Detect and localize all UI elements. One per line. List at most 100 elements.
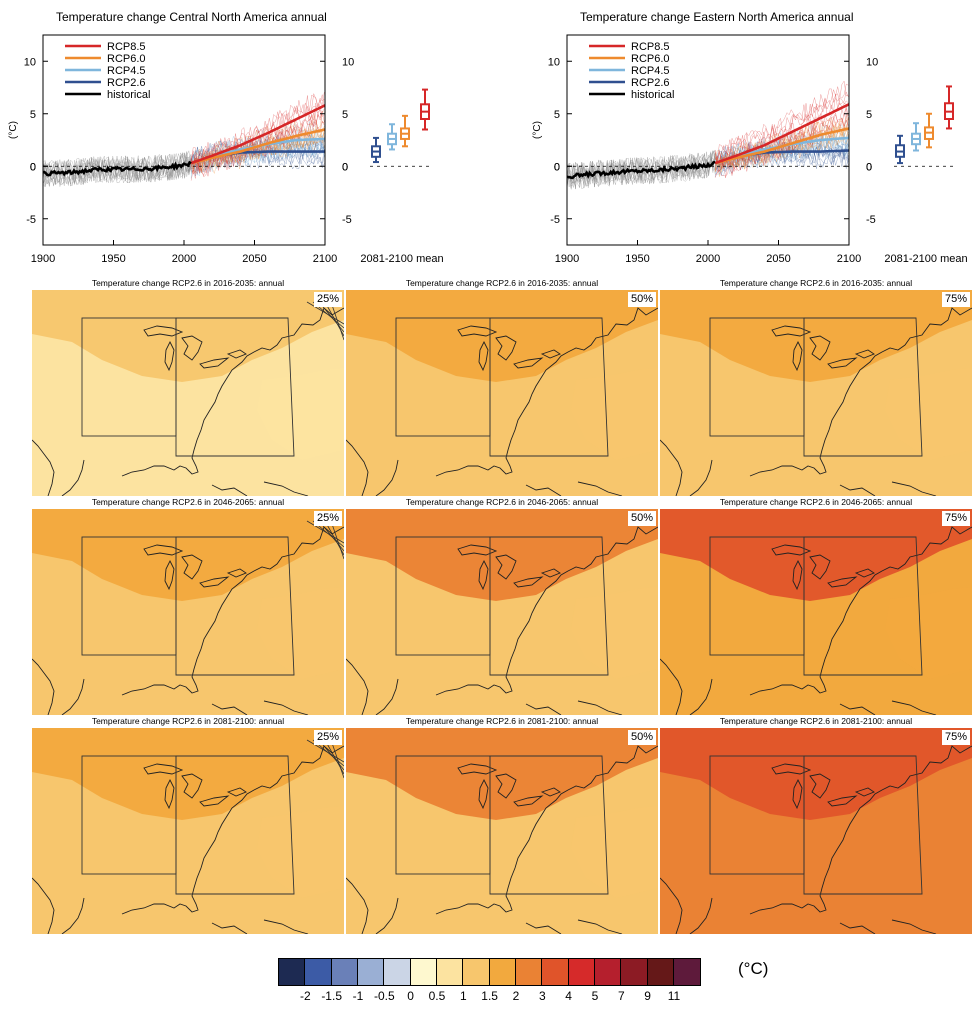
ensemble-member-rcp60	[190, 129, 325, 172]
chart-title: Temperature change Eastern North America…	[580, 10, 854, 24]
lake-outline	[827, 795, 858, 807]
y-tick-label-right: -5	[866, 214, 876, 226]
map-cool-region	[571, 587, 658, 679]
map-heatmap	[32, 728, 344, 934]
map-warm-region	[346, 290, 658, 382]
colorbar: -2 -1.5 -1 -0.5 0 0.5 1 1.5 2 3 4 5 7 9 11 (°C)	[278, 958, 768, 1008]
plot-area	[43, 92, 325, 188]
y-tick-label-right: 0	[342, 161, 348, 173]
ensemble-member-rcp85	[190, 94, 325, 168]
boxplot-rcp85	[420, 88, 430, 131]
coastline	[749, 745, 972, 915]
map-title: Temperature change RCP2.6 in 2016-2035: …	[405, 278, 599, 288]
colorbar-tick-label: -1	[352, 989, 364, 1003]
ensemble-member-rcp26	[190, 138, 325, 167]
region-box-ena	[803, 755, 923, 895]
legend-label: RCP4.5	[107, 65, 146, 77]
percentile-label: 25%	[313, 730, 342, 745]
hatch-line	[330, 520, 344, 560]
ts-panel-central: Temperature change Central North America…	[0, 0, 488, 270]
map-panel: Temperature change RCP2.6 in 2046-2065: …	[32, 497, 344, 715]
lake-outline	[854, 568, 875, 578]
ensemble-member-rcp26	[714, 141, 849, 169]
map-cool-region	[571, 806, 658, 898]
map-warm-region	[346, 728, 658, 820]
colorbar-swatch	[515, 959, 543, 985]
lake-outline	[164, 340, 175, 372]
map-panel: Temperature change RCP2.6 in 2081-2100: …	[346, 716, 658, 934]
series-line-rcp60	[190, 128, 325, 165]
lake-outline	[827, 576, 858, 588]
colorbar-swatch	[410, 959, 437, 985]
y-tick-label: 0	[30, 161, 36, 173]
map-heatmap	[660, 728, 972, 934]
coastline	[346, 658, 369, 715]
historical-member	[43, 153, 192, 187]
coastline	[346, 877, 369, 934]
legend-label: RCP8.5	[631, 41, 670, 53]
percentile-label: 75%	[941, 730, 970, 745]
legend-label: RCP6.0	[631, 53, 670, 65]
lake-outline	[457, 325, 498, 337]
coastline	[121, 526, 344, 696]
map-warm-region	[32, 290, 344, 382]
lake-outline	[143, 544, 184, 556]
ensemble-member-rcp85	[190, 92, 325, 166]
boxplot-rcp45	[387, 123, 397, 151]
y-tick-label-right: 10	[866, 56, 878, 68]
historical-member	[567, 153, 716, 189]
coastline	[375, 459, 399, 496]
ensemble-member-rcp45	[190, 120, 325, 167]
ensemble-member-rcp60	[190, 136, 325, 175]
boxplot-rcp85	[944, 85, 954, 130]
ensemble-member-rcp85	[190, 108, 325, 175]
boxplot-rcp26	[371, 136, 381, 164]
coastline	[689, 678, 713, 715]
coastline	[211, 484, 248, 496]
ensemble-member-rcp85	[714, 80, 849, 162]
lake-outline	[495, 335, 517, 361]
coastline	[121, 307, 344, 477]
colorbar-swatch	[384, 959, 411, 985]
coastline	[577, 919, 623, 934]
colorbar-tick-label: 1	[459, 989, 467, 1003]
coastline	[525, 922, 562, 934]
colorbar-swatch	[489, 959, 516, 985]
ensemble-member-rcp26	[191, 150, 325, 176]
hatching	[306, 301, 344, 341]
coastline	[660, 877, 683, 934]
region-box-ena	[175, 536, 295, 676]
legend-label: historical	[631, 89, 674, 101]
coastline	[839, 484, 876, 496]
map-cool-region	[885, 806, 972, 898]
lake-outline	[540, 787, 561, 797]
lake-outline	[164, 559, 175, 591]
map-title: Temperature change RCP2.6 in 2046-2065: …	[719, 497, 913, 507]
map-title: Temperature change RCP2.6 in 2046-2065: …	[91, 497, 285, 507]
lake-outline	[199, 795, 230, 807]
boxplot-rcp60	[924, 112, 934, 149]
lake-outline	[540, 349, 561, 359]
historical-member	[43, 151, 192, 187]
x-tick-label: 1900	[31, 253, 55, 265]
map-heatmap	[346, 728, 658, 934]
region-box-ena	[489, 755, 609, 895]
x-tick-label: 2100	[837, 253, 861, 265]
colorbar-tick-label: -2	[299, 989, 311, 1003]
percentile-label: 50%	[627, 511, 656, 526]
x-tick-label: 1900	[555, 253, 579, 265]
ensemble-member-rcp85	[714, 94, 849, 166]
lake-outline	[809, 554, 831, 580]
map-cool-region	[885, 368, 972, 460]
coastline	[435, 307, 658, 477]
region-box-ena	[803, 536, 923, 676]
map-title: Temperature change RCP2.6 in 2081-2100: …	[91, 716, 285, 726]
y-axis-label: (°C)	[8, 121, 19, 139]
colorbar-tick-label: 9	[644, 989, 651, 1003]
coastline	[61, 678, 85, 715]
ensemble-member-rcp45	[190, 140, 325, 174]
x-tick-label: 2050	[766, 253, 790, 265]
y-tick-label: 0	[554, 161, 560, 173]
map-warm-region	[32, 509, 344, 601]
boxplot-xlabel: 2081-2100 mean	[360, 253, 443, 265]
